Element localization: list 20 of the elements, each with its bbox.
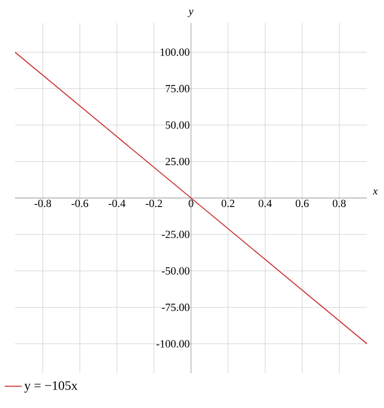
x-tick-label: 0.8 — [332, 200, 346, 208]
y-axis-title: y — [188, 10, 194, 18]
y-tick-label: 75.00 — [166, 84, 190, 92]
y-tick-label: -75.00 — [162, 304, 190, 312]
x-tick-label: 0.2 — [222, 200, 234, 208]
y-tick-label: -100.00 — [156, 340, 190, 348]
x-tick-label: -0.2 — [146, 200, 162, 208]
x-tick-label: -0.4 — [108, 200, 126, 208]
y-tick-label: 25.00 — [166, 158, 190, 166]
x-tick-label: 0 — [188, 200, 194, 208]
legend-label: y = −105x — [24, 381, 78, 393]
x-tick-label: -0.8 — [34, 200, 52, 208]
y-tick-label: 100.00 — [160, 48, 190, 56]
x-axis-title: x — [372, 189, 378, 195]
y-tick-label: 50.00 — [166, 121, 190, 129]
x-tick-label: 0.4 — [258, 200, 272, 208]
y-tick-label: -50.00 — [162, 267, 190, 275]
x-tick-label: 0.6 — [296, 200, 309, 208]
y-tick-label: -25.00 — [162, 230, 190, 238]
x-tick-label: -0.6 — [72, 200, 88, 208]
